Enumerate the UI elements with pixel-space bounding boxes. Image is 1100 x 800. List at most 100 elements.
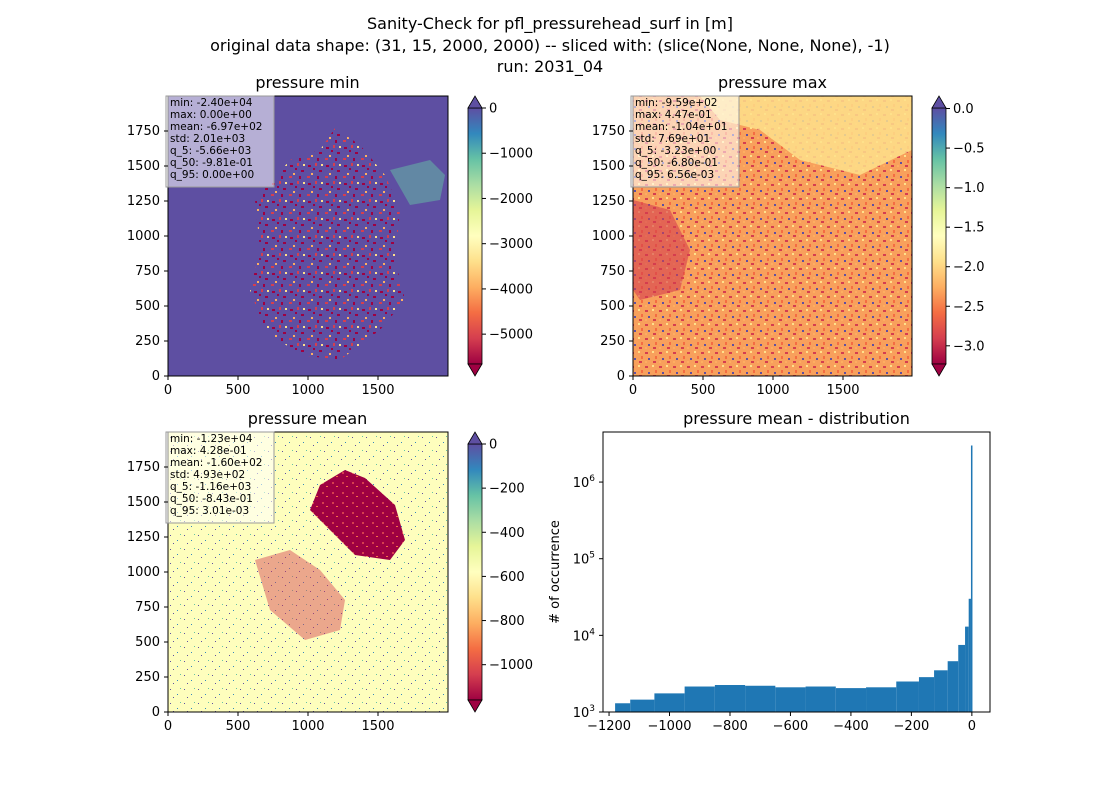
ytick-mean-250: 250 — [135, 670, 160, 685]
histogram-bar — [918, 677, 935, 712]
colorbar-tick-label: −5000 — [489, 328, 533, 343]
histogram-bar — [654, 693, 685, 712]
stat-max-5: q_5: -3.23e+00 — [635, 145, 716, 157]
histogram-bar — [968, 598, 971, 712]
hist-bars — [615, 445, 973, 712]
y-axis-mean: 0 250 500 750 1000 1250 1500 1750 — [127, 460, 168, 720]
hist-y-tick-exponent: 6 — [589, 474, 595, 484]
heatmap-max-light-region — [700, 96, 912, 175]
suptitle-line-3: run: 2031_04 — [497, 57, 603, 77]
ytick-min-1750: 1750 — [127, 124, 160, 139]
histogram-bar — [775, 687, 806, 712]
histogram-bar — [958, 644, 966, 712]
panel-title-mean: pressure mean — [248, 409, 368, 428]
suptitle-line-2: original data shape: (31, 15, 2000, 2000… — [210, 36, 890, 55]
colorbar-tick-label: −2.0 — [953, 260, 985, 275]
hist-x-tick-label: −200 — [894, 719, 930, 734]
stat-max-4: std: 7.69e+01 — [635, 133, 710, 145]
hist-x-tick-label: −600 — [773, 719, 809, 734]
histogram-bar — [684, 686, 715, 712]
panel-histogram: pressure mean - distribution −1200 −1000−… — [548, 409, 991, 734]
stats-box-max: min: -9.59e+02 max: 4.47e-01 mean: -1.04… — [630, 95, 740, 188]
ytick-mean-0: 0 — [152, 705, 160, 720]
ytick-max-1750: 1750 — [592, 124, 625, 139]
x-axis-min: 0 500 1000 1500 — [164, 376, 395, 398]
heatmap-min-speckle — [390, 160, 445, 205]
xtick-min-500: 500 — [226, 383, 251, 398]
colorbar-tick-label: 0.0 — [953, 102, 974, 117]
heatmap-mean-dense-region — [310, 470, 405, 560]
ytick-max-250: 250 — [600, 334, 625, 349]
stat-max-7: q_95: 6.56e-03 — [635, 169, 714, 181]
ytick-max-1000: 1000 — [592, 229, 625, 244]
histogram-bar — [805, 686, 836, 712]
hist-x-tick-label: −800 — [712, 719, 748, 734]
colorbar-min: 0 −1000 −2000 −3000 −4000 −5000 — [467, 95, 533, 377]
stat-min-1: min: -2.40e+04 — [170, 97, 253, 109]
hist-x-tick-label: −400 — [833, 719, 869, 734]
ytick-min-1000: 1000 — [127, 229, 160, 244]
stat-min-7: q_95: 0.00e+00 — [170, 169, 254, 181]
y-axis-max: 0 250 500 750 1000 1250 1500 1750 — [592, 124, 633, 384]
xtick-max-1500: 1500 — [826, 383, 859, 398]
stat-min-5: q_5: -5.66e+03 — [170, 145, 251, 157]
stat-min-3: mean: -6.97e+02 — [170, 121, 262, 133]
panel-pressure-mean: pressure mean min: -1.23e+04 max: 4.28e-… — [127, 409, 533, 734]
suptitle-line-1: Sanity-Check for pfl_pressurehead_surf i… — [367, 14, 733, 34]
hist-x-tick-label: −1200 — [587, 719, 631, 734]
ytick-min-1500: 1500 — [127, 159, 160, 174]
stat-mean-5: q_5: -1.16e+03 — [170, 481, 251, 493]
xtick-max-0: 0 — [629, 383, 637, 398]
colorbar-tick-label: −1000 — [489, 147, 533, 162]
colorbar-tick-label: 0 — [489, 438, 497, 453]
stat-mean-7: q_95: 3.01e-03 — [170, 505, 249, 517]
hist-ylabel: # of occurrence — [548, 520, 563, 624]
stat-max-3: mean: -1.04e+01 — [635, 121, 727, 133]
ytick-max-0: 0 — [617, 369, 625, 384]
ytick-min-0: 0 — [152, 369, 160, 384]
histogram-bar — [630, 699, 655, 712]
ytick-mean-1250: 1250 — [127, 530, 160, 545]
stat-min-2: max: 0.00e+00 — [170, 109, 252, 121]
hist-frame — [602, 431, 991, 713]
colorbar-tick-label: 0 — [489, 102, 497, 117]
histogram-bar — [745, 685, 776, 712]
xtick-min-1000: 1000 — [291, 383, 324, 398]
hist-y-tick-label: 106 — [573, 474, 596, 491]
stat-max-6: q_50: -6.80e-01 — [635, 157, 718, 169]
ytick-mean-1000: 1000 — [127, 565, 160, 580]
ytick-mean-1500: 1500 — [127, 495, 160, 510]
colorbar-tick-label: −1.0 — [953, 181, 985, 196]
colorbar-tick-label: −3000 — [489, 237, 533, 252]
histogram-bar — [934, 670, 948, 712]
y-axis-min: 0 250 500 750 1000 1250 1500 1750 — [127, 124, 168, 384]
heatmap-mean-mid-region — [255, 550, 345, 640]
colorbar-min-extend-top — [467, 95, 483, 109]
ytick-max-750: 750 — [600, 264, 625, 279]
xtick-max-1000: 1000 — [756, 383, 789, 398]
colorbar-min-ticks: 0 −1000 −2000 −3000 −4000 −5000 — [482, 102, 533, 343]
colorbar-tick-label: −0.5 — [953, 142, 985, 157]
colorbar-tick-label: −800 — [489, 614, 525, 629]
colorbar-tick-label: −400 — [489, 526, 525, 541]
colorbar-tick-label: −1000 — [489, 658, 533, 673]
hist-title: pressure mean - distribution — [683, 409, 910, 428]
histogram-bar — [714, 685, 746, 712]
stat-max-2: max: 4.47e-01 — [635, 109, 712, 121]
ytick-mean-750: 750 — [135, 600, 160, 615]
colorbar-max-ticks: 0.0 −0.5 −1.0 −1.5 −2.0 −2.5 −3.0 — [946, 102, 985, 354]
ytick-max-1250: 1250 — [592, 194, 625, 209]
hist-y-tick-exponent: 5 — [589, 551, 595, 561]
histogram-bar — [965, 626, 969, 712]
panel-title-min: pressure min — [255, 73, 359, 92]
ytick-min-750: 750 — [135, 264, 160, 279]
xtick-mean-0: 0 — [164, 719, 172, 734]
colorbar-mean-extend-top — [467, 431, 483, 445]
colorbar-max: 0.0 −0.5 −1.0 −1.5 −2.0 −2.5 −3.0 — [931, 95, 985, 377]
colorbar-tick-label: −1.5 — [953, 221, 985, 236]
colorbar-tick-label: −600 — [489, 570, 525, 585]
heatmap-max-dark-left — [633, 200, 690, 300]
heatmap-min-region — [250, 128, 405, 360]
